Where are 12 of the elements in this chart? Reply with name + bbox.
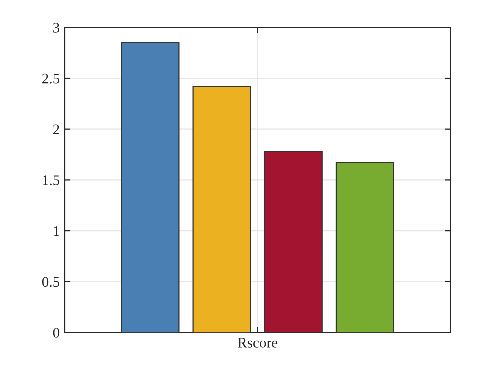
bar xyxy=(336,162,395,333)
y-tick-label: 0 xyxy=(53,328,60,338)
y-tick-label: 1.5 xyxy=(43,176,60,186)
bar xyxy=(264,151,323,333)
y-tick-label: 2.5 xyxy=(42,74,60,84)
y-tick-label: 3 xyxy=(54,23,60,33)
bar xyxy=(192,86,252,333)
x-tick-label: Rscore xyxy=(238,338,278,348)
bar xyxy=(121,42,180,333)
y-tick-label: 1 xyxy=(54,226,60,236)
y-tick-label: 0.5 xyxy=(42,277,60,288)
y-tick-label: 2 xyxy=(53,124,60,134)
